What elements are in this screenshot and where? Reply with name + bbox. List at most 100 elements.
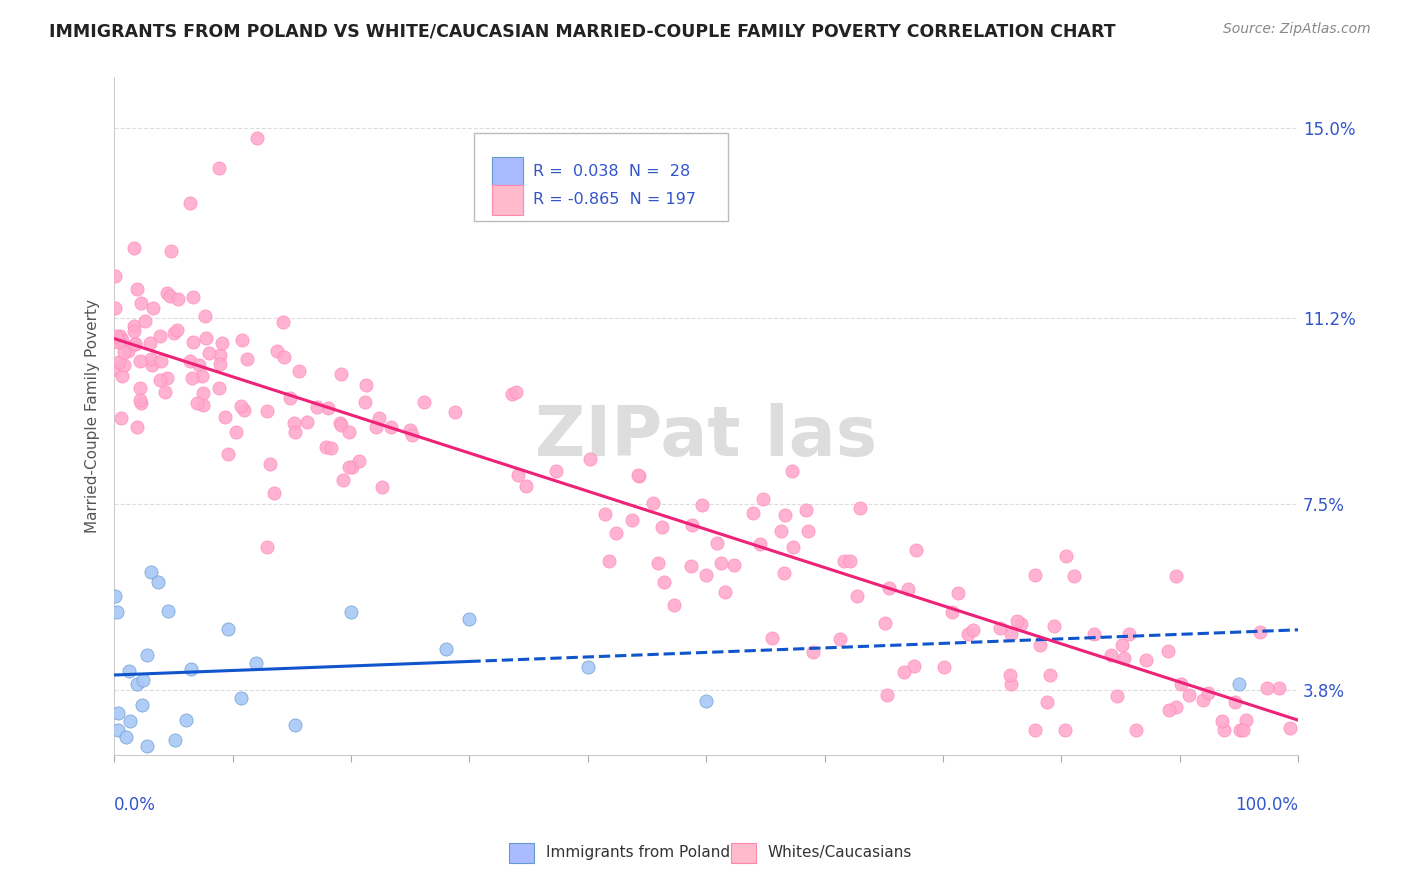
Point [1164,569,1187,583]
Point [329,417,352,432]
Point [353,394,375,409]
Point [832,553,855,567]
Point [150,354,173,368]
Point [515,479,537,493]
Point [1118,626,1140,640]
Point [769,524,792,538]
Point [186,396,208,410]
Point [208,348,231,362]
Point [214,409,236,424]
Point [114,731,136,745]
Point [347,453,370,467]
Point [998,668,1021,682]
Point [342,459,364,474]
Point [236,352,259,367]
Point [897,582,920,596]
Point [434,642,457,657]
Point [1024,723,1046,738]
Point [278,391,301,405]
Point [225,425,247,439]
Point [593,508,616,522]
Point [1234,714,1257,728]
Point [139,565,162,579]
Point [229,399,252,413]
Point [962,624,984,638]
Point [773,508,796,522]
Point [340,605,363,619]
Point [1135,653,1157,667]
Point [229,691,252,706]
Point [893,665,915,679]
Point [364,419,387,434]
Text: R = -0.865  N = 197: R = -0.865 N = 197 [533,192,696,207]
Point [695,694,717,708]
Point [245,656,267,670]
Point [797,524,820,538]
Point [107,605,129,619]
Point [748,537,770,551]
Point [879,581,901,595]
Point [1005,614,1028,628]
Text: R =  0.038  N =  28: R = 0.038 N = 28 [533,164,690,179]
Point [160,244,183,258]
Point [399,423,422,437]
Point [839,553,862,567]
Point [104,589,127,603]
Text: 100.0%: 100.0% [1236,796,1298,814]
Point [332,473,354,487]
Point [337,425,360,439]
Point [713,585,735,599]
Text: Source: ZipAtlas.com: Source: ZipAtlas.com [1223,22,1371,37]
Point [194,331,217,345]
Point [1063,568,1085,582]
Point [773,566,796,580]
Point [156,371,179,385]
Point [111,333,134,347]
Point [1010,616,1032,631]
Point [1279,721,1302,735]
Point [191,385,214,400]
Point [1232,723,1254,738]
Point [104,328,127,343]
Point [217,447,239,461]
Point [576,660,599,674]
Point [903,659,925,673]
Text: Whites/Caucasians: Whites/Caucasians [768,846,912,860]
Point [136,648,159,663]
Point [605,526,627,541]
Point [142,301,165,316]
Point [988,621,1011,635]
Point [129,392,152,407]
Point [1036,694,1059,708]
Point [165,733,187,747]
Point [284,718,307,732]
Point [1170,677,1192,691]
Point [231,333,253,347]
Point [1157,644,1180,658]
Point [742,506,765,520]
Point [681,518,703,533]
Point [505,385,527,400]
Point [319,442,342,456]
Point [191,398,214,412]
Point [197,346,219,360]
Point [934,660,956,674]
Point [356,377,378,392]
Point [111,368,134,383]
Point [1054,549,1077,564]
Point [179,196,201,211]
Point [273,315,295,329]
Point [690,498,713,512]
Point [368,411,391,425]
Point [848,500,870,515]
Point [141,351,163,366]
Point [752,492,775,507]
Point [873,615,896,630]
Point [1054,723,1077,738]
Point [122,319,145,334]
Point [263,485,285,500]
Point [122,241,145,255]
Point [273,350,295,364]
Point [180,371,202,385]
Point [179,353,201,368]
